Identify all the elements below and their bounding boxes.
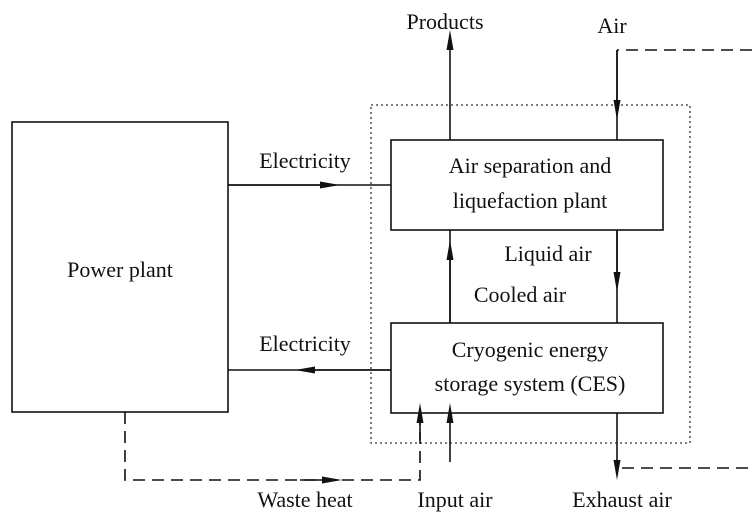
node-label: storage system (CES) bbox=[435, 371, 626, 396]
node-label: Air separation and bbox=[449, 153, 612, 178]
node-label: Cryogenic energy bbox=[452, 337, 609, 362]
flow-label: Electricity bbox=[259, 148, 351, 173]
power-plant-box bbox=[11, 121, 229, 413]
flow-label: Input air bbox=[417, 487, 493, 512]
flow-label: Products bbox=[407, 9, 484, 34]
flow-label: Exhaust air bbox=[572, 487, 672, 512]
flow-line bbox=[124, 412, 421, 481]
flow-label: Air bbox=[597, 13, 627, 38]
flow-label: Electricity bbox=[259, 331, 351, 356]
node-label: Power plant bbox=[67, 257, 173, 282]
flow-label: Cooled air bbox=[474, 282, 567, 307]
system-boundary bbox=[370, 104, 691, 444]
air-separation-box bbox=[390, 139, 664, 231]
flow-label: Liquid air bbox=[504, 241, 592, 266]
node-label: liquefaction plant bbox=[453, 188, 608, 213]
flow-label: Waste heat bbox=[257, 487, 352, 512]
ces-box bbox=[390, 322, 664, 414]
